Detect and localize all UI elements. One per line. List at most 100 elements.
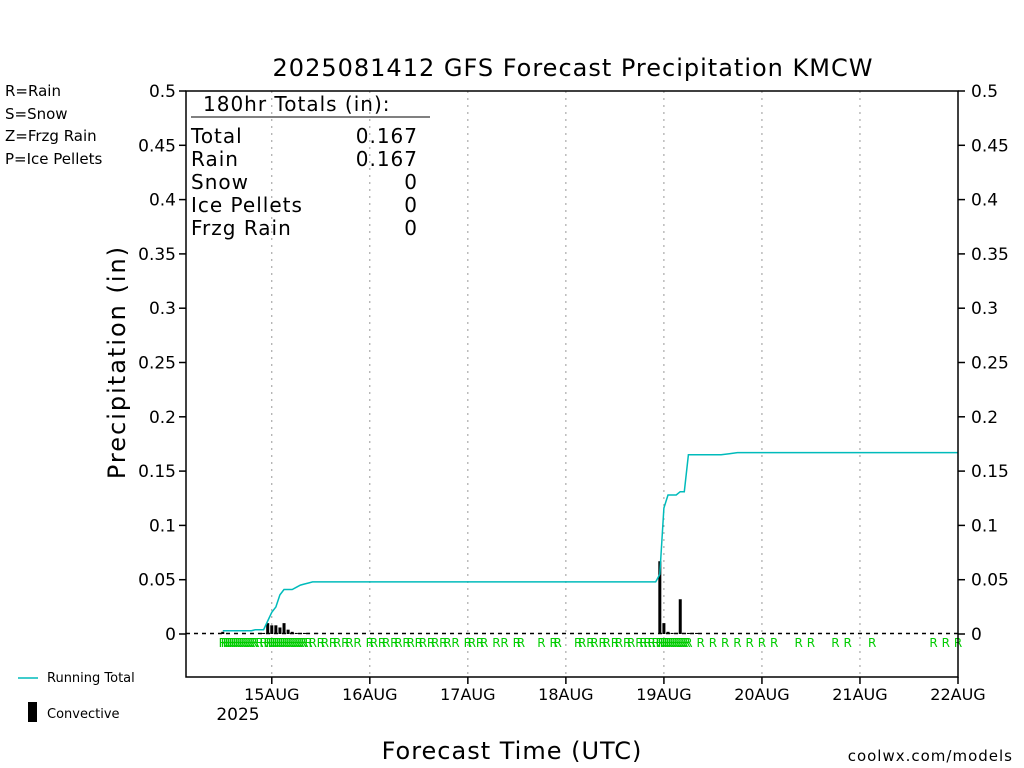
x-tick-label: 15AUG xyxy=(244,685,299,704)
y-tick-label-left: 0.05 xyxy=(138,571,176,591)
rain-marker: R xyxy=(298,636,306,650)
rain-marker: R xyxy=(451,636,459,650)
rain-marker: R xyxy=(406,636,414,650)
rain-marker: R xyxy=(370,636,378,650)
y-tick-label-right: 0.15 xyxy=(971,462,1009,482)
precip-type-markers: RRRRRRRRRRRRRRRRRRRRRRRRRRRRRRRRRRRRRRRR… xyxy=(219,636,963,650)
rain-marker: R xyxy=(439,636,447,650)
convective-bar xyxy=(302,632,306,634)
totals-row-value: 0.167 xyxy=(356,147,418,171)
rain-marker: R xyxy=(603,636,611,650)
rain-marker: R xyxy=(468,636,476,650)
convective-bar xyxy=(282,623,286,634)
rain-marker: R xyxy=(668,636,676,650)
rain-marker: R xyxy=(390,636,398,650)
rain-marker: R xyxy=(733,636,741,650)
convective-bar xyxy=(278,627,282,634)
rain-marker: R xyxy=(666,636,674,650)
rain-marker: R xyxy=(272,636,280,650)
rain-marker: R xyxy=(615,636,623,650)
rain-marker: R xyxy=(333,636,341,650)
convective-bar xyxy=(678,599,682,634)
rain-marker: R xyxy=(598,636,606,650)
totals-header: 180hr Totals (in): xyxy=(203,92,391,116)
rain-marker: R xyxy=(219,636,227,650)
convective-legend-swatch xyxy=(28,702,37,722)
rain-marker: R xyxy=(225,636,233,650)
convective-legend-label: Convective xyxy=(47,707,120,722)
x-axis: 15AUG 16AUG 17AUG 18AUG 19AUG 20AUG 21AUG 22AUG xyxy=(244,677,986,704)
y-tick-label-left: 0.4 xyxy=(149,191,176,211)
rain-marker: R xyxy=(868,636,876,650)
rain-marker: R xyxy=(696,636,704,650)
convective-bar xyxy=(274,625,278,634)
x-tick-label: 19AUG xyxy=(636,685,691,704)
x-tick-label: 22AUG xyxy=(930,685,985,704)
rain-marker: R xyxy=(942,636,950,650)
rain-marker: R xyxy=(274,636,282,650)
rain-marker: R xyxy=(276,636,284,650)
y-tick-label-left: 0.3 xyxy=(149,299,176,319)
y-tick-label-right: 0 xyxy=(971,625,982,645)
rain-marker: R xyxy=(300,636,308,650)
rain-marker: R xyxy=(233,636,241,650)
rain-marker: R xyxy=(231,636,239,650)
rain-marker: R xyxy=(476,636,484,650)
y-tick-label-right: 0.5 xyxy=(971,82,998,102)
rain-marker: R xyxy=(427,636,435,650)
convective-bars xyxy=(221,561,699,634)
y-tick-label-right: 0.1 xyxy=(971,516,998,536)
y-tick-label-left: 0.1 xyxy=(149,516,176,536)
rain-marker: R xyxy=(321,636,329,650)
rain-marker: R xyxy=(647,636,655,650)
rain-marker: R xyxy=(643,636,651,650)
rain-marker: R xyxy=(259,636,267,650)
y-tick-label-left: 0.2 xyxy=(149,408,176,428)
rain-marker: R xyxy=(278,636,286,650)
rain-marker: R xyxy=(652,636,660,650)
rain-marker: R xyxy=(243,636,251,650)
totals-box: 180hr Totals (in): Total 0.167 Rain 0.167 Sn… xyxy=(190,92,430,240)
y-tick-label-right: 0.25 xyxy=(971,354,1009,374)
x-tick-label: 18AUG xyxy=(538,685,593,704)
x-tick-label: 21AUG xyxy=(832,685,887,704)
rain-marker: R xyxy=(672,636,680,650)
totals-row-label: Snow xyxy=(191,170,249,194)
convective-bar xyxy=(695,632,699,634)
totals-row-value: 0 xyxy=(404,216,418,240)
rain-marker: R xyxy=(227,636,235,650)
x-tick-label: 16AUG xyxy=(342,685,397,704)
year-label: 2025 xyxy=(216,705,259,725)
rain-marker: R xyxy=(394,636,402,650)
rain-marker: R xyxy=(627,636,635,650)
rain-marker: R xyxy=(844,636,852,650)
rain-marker: R xyxy=(353,636,361,650)
watermark: coolwx.com/models xyxy=(848,747,1013,765)
totals-row-value: 0 xyxy=(404,193,418,217)
totals-rows: Total 0.167 Rain 0.167 Snow 0 Ice Pellets 0 Frzg… xyxy=(190,124,418,240)
rain-marker: R xyxy=(929,636,937,650)
legend-ice-pellets: P=Ice Pellets xyxy=(5,150,102,168)
y-axis-title: Precipitation (in) xyxy=(103,245,131,479)
rain-marker: R xyxy=(660,636,668,650)
rain-marker: R xyxy=(662,636,670,650)
rain-marker: R xyxy=(245,636,253,650)
totals-row-label: Rain xyxy=(191,147,239,171)
rain-marker: R xyxy=(345,636,353,650)
rain-marker: R xyxy=(658,636,666,650)
rain-marker: R xyxy=(247,636,255,650)
rain-marker: R xyxy=(229,636,237,650)
rain-marker: R xyxy=(255,636,263,650)
running-total-line xyxy=(222,451,958,632)
rain-marker: R xyxy=(221,636,229,650)
rain-marker: R xyxy=(282,636,290,650)
plot-frame xyxy=(185,90,959,678)
rain-marker: R xyxy=(549,636,557,650)
rain-marker: R xyxy=(294,636,302,650)
rain-marker: R xyxy=(419,636,427,650)
rain-marker: R xyxy=(831,636,839,650)
rain-marker: R xyxy=(290,636,298,650)
rain-marker: R xyxy=(237,636,245,650)
rain-marker: R xyxy=(280,636,288,650)
